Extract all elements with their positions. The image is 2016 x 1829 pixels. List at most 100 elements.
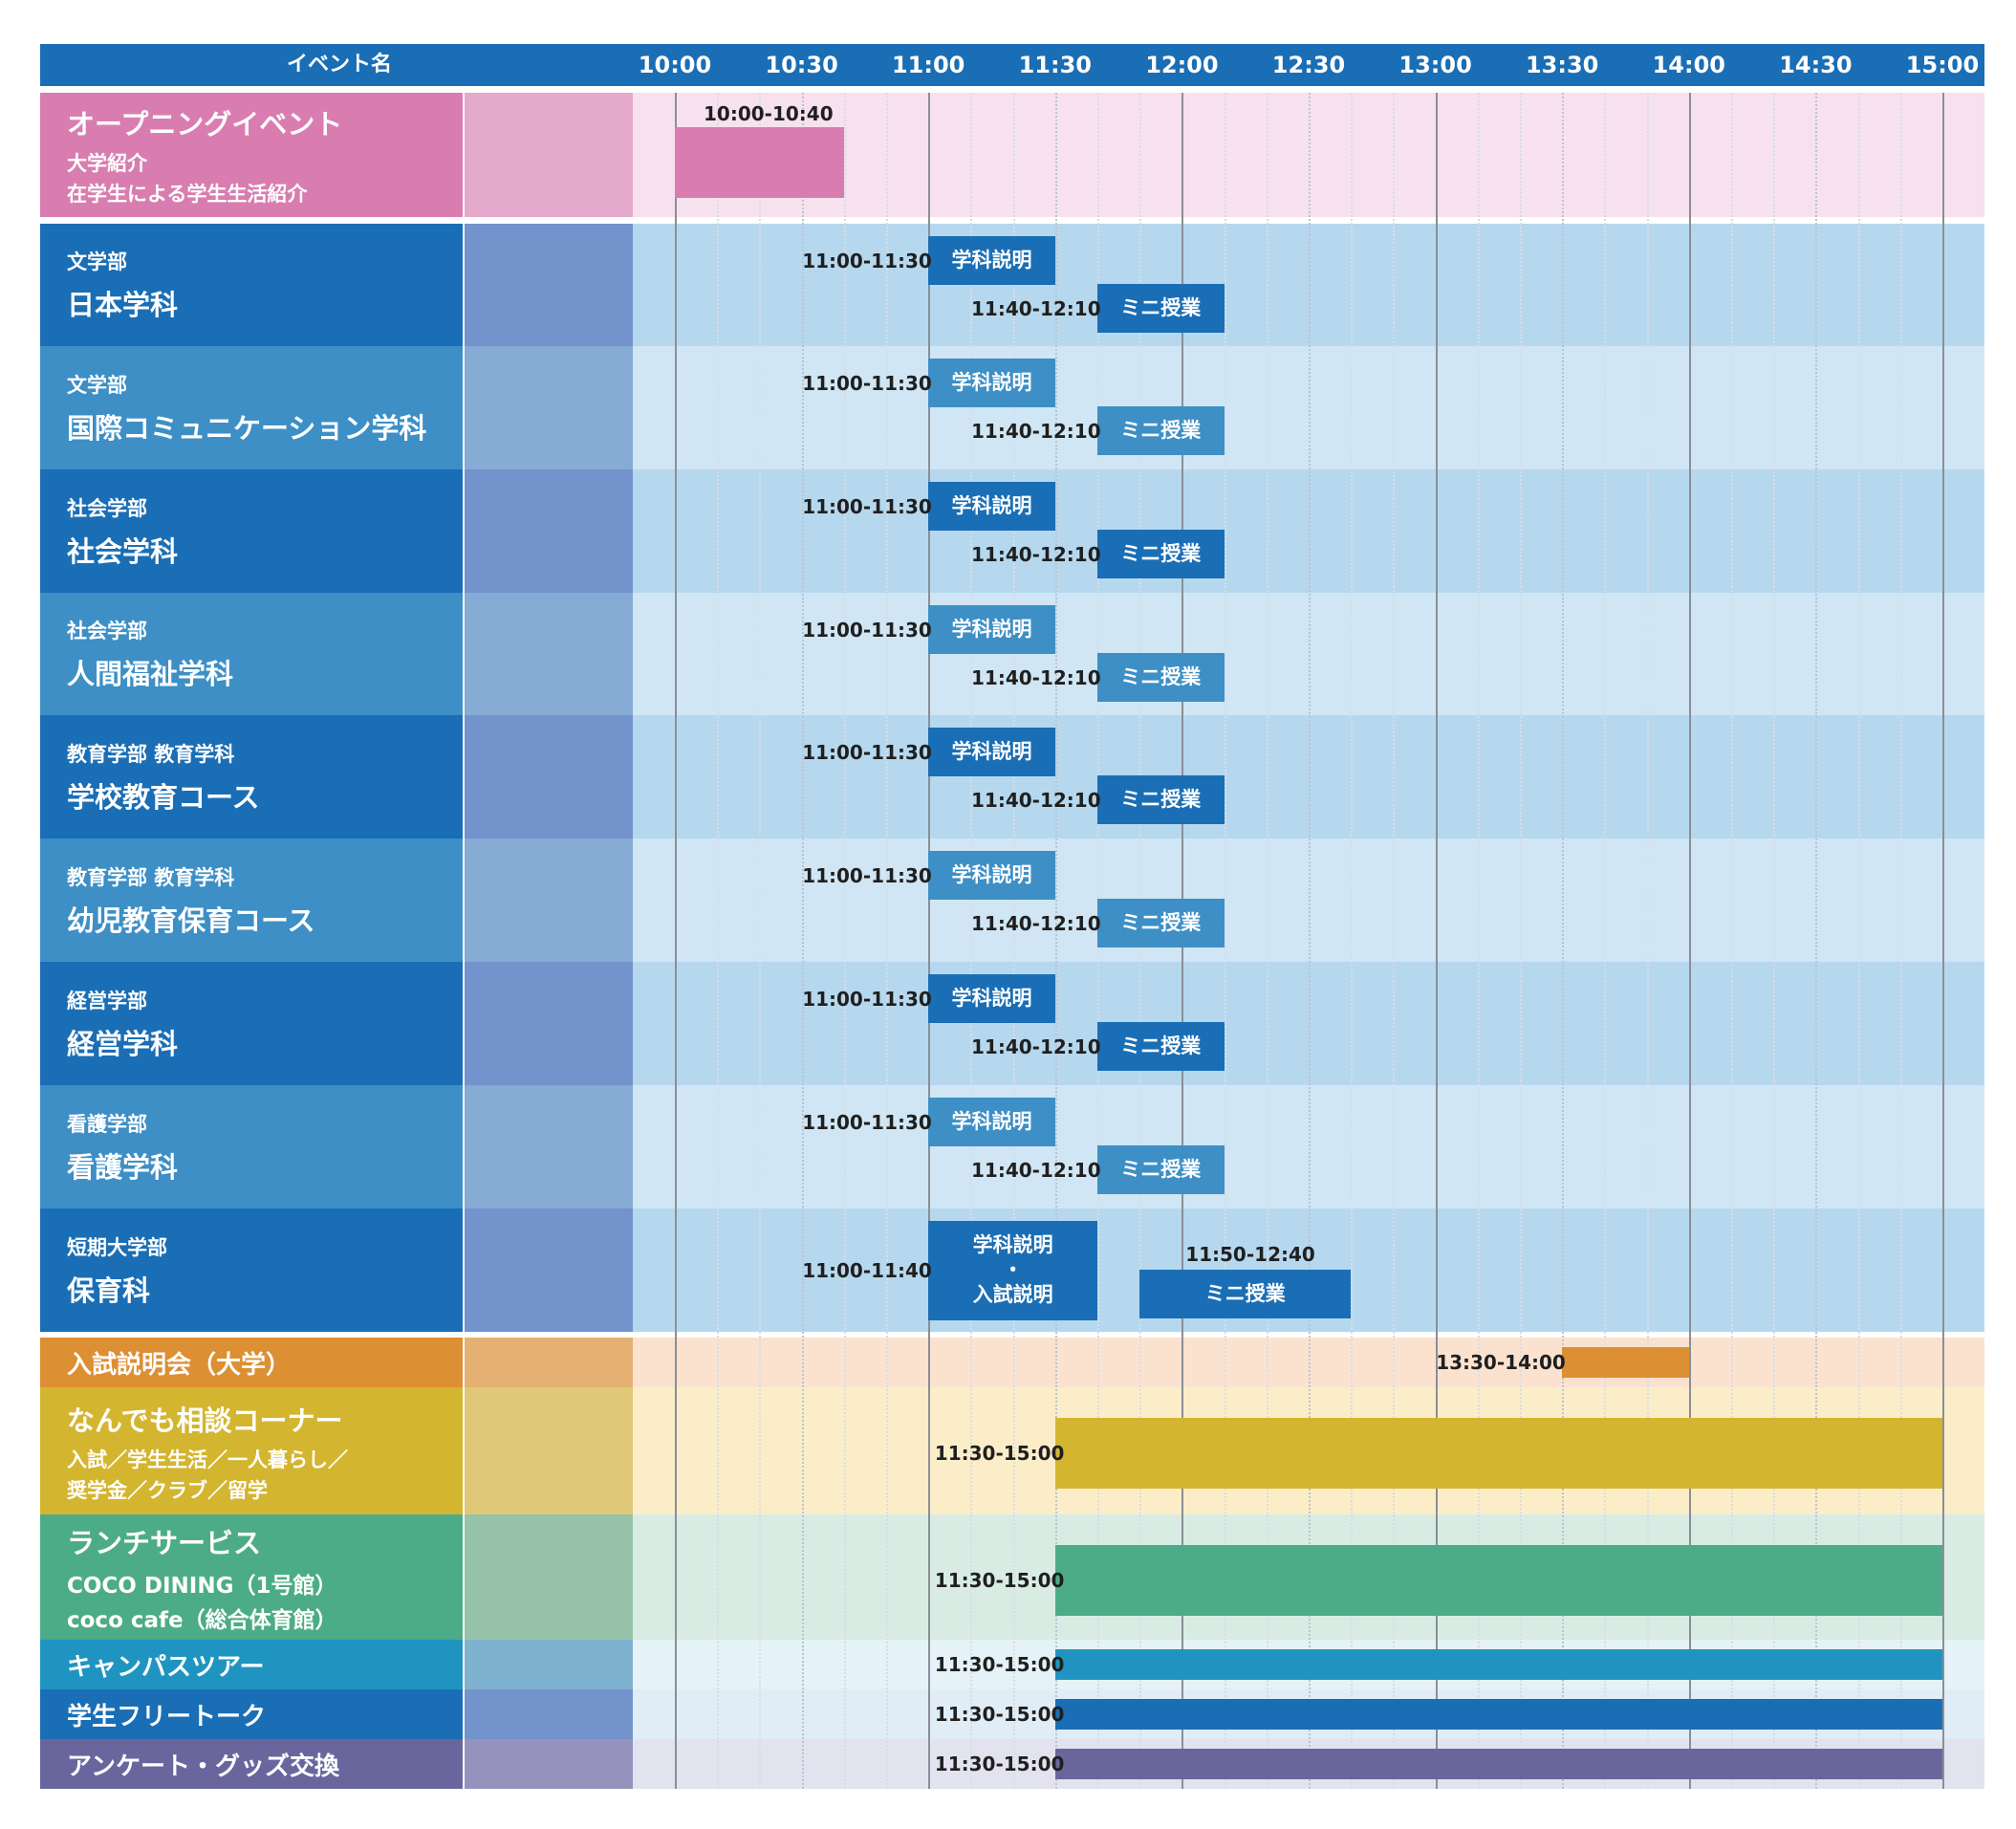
event-bar-label: 学科説明 bbox=[951, 1110, 1032, 1133]
event-title: なんでも相談コーナー bbox=[67, 1404, 343, 1437]
time-range-label: 11:30-15:00 bbox=[934, 1753, 1065, 1775]
event-bar-label: ミニ授業 bbox=[1120, 296, 1202, 319]
event-bar bbox=[1054, 1649, 1942, 1680]
event-bar-label: ミニ授業 bbox=[1120, 419, 1202, 442]
event-name-cell: キャンパスツアー bbox=[40, 1640, 463, 1689]
event-bar bbox=[1054, 1749, 1942, 1779]
event-bar-label: ミニ授業 bbox=[1204, 1282, 1286, 1305]
time-range-label: 13:30-14:00 bbox=[1436, 1351, 1566, 1374]
event-name-cell: オープニングイベント 大学紹介 在学生による学生生活紹介 bbox=[40, 93, 463, 217]
hour-gridline bbox=[1942, 93, 1944, 1789]
hour-gridline bbox=[928, 93, 931, 1789]
time-range-label: 11:00-11:30 bbox=[802, 863, 932, 887]
row-spacer-cell bbox=[465, 838, 633, 962]
event-name-cell: 社会学部人間福祉学科 bbox=[40, 593, 463, 715]
event-name-cell: 入試説明会（大学） bbox=[40, 1338, 463, 1387]
row-spacer-cell bbox=[465, 346, 633, 469]
ten-minute-gridline bbox=[1857, 93, 1860, 1789]
time-range-label: 11:30-15:00 bbox=[934, 1569, 1065, 1592]
event-title: 入試説明会（大学） bbox=[67, 1350, 292, 1380]
event-bar: 学科説明 bbox=[928, 728, 1055, 776]
time-range-label: 11:30-15:00 bbox=[934, 1442, 1065, 1465]
row-spacer-cell bbox=[465, 962, 633, 1085]
event-title: アンケート・グッズ交換 bbox=[67, 1752, 339, 1781]
event-name-cell: 文学部 日本学科 bbox=[40, 224, 463, 346]
faculty-label: 看護学部 bbox=[67, 1112, 147, 1136]
event-bar bbox=[675, 127, 844, 198]
event-title: ランチサービス bbox=[67, 1526, 262, 1559]
row-spacer-cell bbox=[465, 715, 633, 838]
time-range-label: 11:00-11:30 bbox=[802, 371, 932, 395]
event-title: 経営学科 bbox=[67, 1027, 179, 1060]
tick-label: 11:00 bbox=[891, 52, 965, 78]
event-name-cell: 文学部 国際コミュニケーション学科 bbox=[40, 346, 463, 469]
event-title: 人間福祉学科 bbox=[67, 658, 234, 690]
time-range-label: 11:00-11:30 bbox=[802, 1110, 932, 1134]
time-range-label: 11:00-11:30 bbox=[802, 618, 932, 642]
row-spacer-cell bbox=[465, 1208, 633, 1332]
ten-minute-gridline bbox=[1520, 93, 1522, 1789]
tick-label: 13:30 bbox=[1525, 52, 1599, 78]
row-spacer-cell bbox=[465, 1338, 633, 1387]
event-name-cell: 短期大学部 保育科 bbox=[40, 1208, 463, 1332]
faculty-label: 教育学部 教育学科 bbox=[67, 865, 235, 889]
time-range-label: 11:40-12:10 bbox=[971, 788, 1101, 812]
faculty-label: 経営学部 bbox=[67, 989, 147, 1012]
hour-gridline bbox=[675, 93, 677, 1789]
event-bar: ミニ授業 bbox=[1097, 653, 1225, 702]
event-title: オープニングイベント bbox=[67, 108, 343, 141]
half-hour-gridline bbox=[1815, 93, 1818, 1789]
tick-label: 15:00 bbox=[1905, 52, 1980, 78]
event-bar: 学科説明 bbox=[928, 605, 1055, 654]
event-title: 学生フリートーク bbox=[67, 1702, 267, 1731]
time-range-label: 11:40-12:10 bbox=[971, 1034, 1101, 1058]
event-title: 看護学科 bbox=[67, 1150, 179, 1184]
time-range-label: 11:00-11:30 bbox=[802, 249, 932, 272]
event-title: キャンパスツアー bbox=[67, 1652, 265, 1682]
event-bar-label: ミニ授業 bbox=[1120, 1034, 1202, 1057]
faculty-label: 社会学部 bbox=[67, 620, 147, 642]
timeline-header bbox=[40, 44, 1984, 86]
row-spacer-cell bbox=[465, 1514, 633, 1640]
half-hour-gridline bbox=[801, 93, 804, 1789]
event-bar: ミニ授業 bbox=[1097, 1022, 1225, 1071]
time-range-label: 11:30-15:00 bbox=[934, 1653, 1065, 1676]
event-bar-label: ミニ授業 bbox=[1120, 911, 1202, 934]
hour-gridline bbox=[1688, 93, 1691, 1789]
faculty-label: 教育学部 教育学科 bbox=[67, 742, 235, 766]
event-title: 国際コミュニケーション学科 bbox=[67, 411, 427, 445]
event-detail-line: 入試／学生生活／一人暮らし／ bbox=[67, 1448, 348, 1471]
time-range-label: 11:40-12:10 bbox=[971, 665, 1101, 689]
event-bar-label: ミニ授業 bbox=[1120, 665, 1202, 688]
tick-label: 12:00 bbox=[1145, 52, 1219, 78]
ten-minute-gridline bbox=[1351, 93, 1354, 1789]
ten-minute-gridline bbox=[1477, 93, 1480, 1789]
half-hour-gridline bbox=[1309, 93, 1311, 1789]
tick-label: 10:00 bbox=[638, 52, 712, 78]
event-name-cell: 看護学部 看護学科 bbox=[40, 1085, 463, 1208]
event-title: 日本学科 bbox=[67, 289, 179, 321]
ten-minute-gridline bbox=[1899, 93, 1902, 1789]
event-bar-label: ミニ授業 bbox=[1120, 542, 1202, 565]
time-range-label: 11:40-12:10 bbox=[971, 1158, 1101, 1182]
event-name-cell: 教育学部 教育学科 幼児教育保育コース bbox=[40, 838, 463, 962]
event-bar: ミニ授業 bbox=[1097, 406, 1225, 455]
event-bar: ミニ授業 bbox=[1097, 1145, 1225, 1194]
event-title: 保育科 bbox=[67, 1274, 151, 1307]
event-detail-line: 奨学金／クラブ／留学 bbox=[67, 1478, 268, 1502]
event-bar: ミニ授業 bbox=[1097, 775, 1225, 824]
event-bar: 学科説明 bbox=[928, 851, 1055, 900]
row-spacer-cell bbox=[465, 1085, 633, 1208]
time-range-label: 11:40-12:10 bbox=[971, 542, 1101, 566]
event-bar: 学科説明 bbox=[928, 359, 1055, 407]
row-spacer-cell bbox=[465, 1739, 633, 1789]
row-spacer-cell bbox=[465, 1640, 633, 1689]
half-hour-gridline bbox=[1054, 93, 1057, 1789]
event-bar-label: 学科説明 bbox=[951, 494, 1032, 517]
event-bar-label: 学科説明 bbox=[951, 987, 1032, 1010]
event-name-cell: ランチサービス COCO DINING（1号館） coco cafe（総合体育館） bbox=[40, 1514, 463, 1640]
event-name-cell: 学生フリートーク bbox=[40, 1689, 463, 1739]
ten-minute-gridline bbox=[1012, 93, 1015, 1789]
event-bar bbox=[1054, 1699, 1942, 1730]
